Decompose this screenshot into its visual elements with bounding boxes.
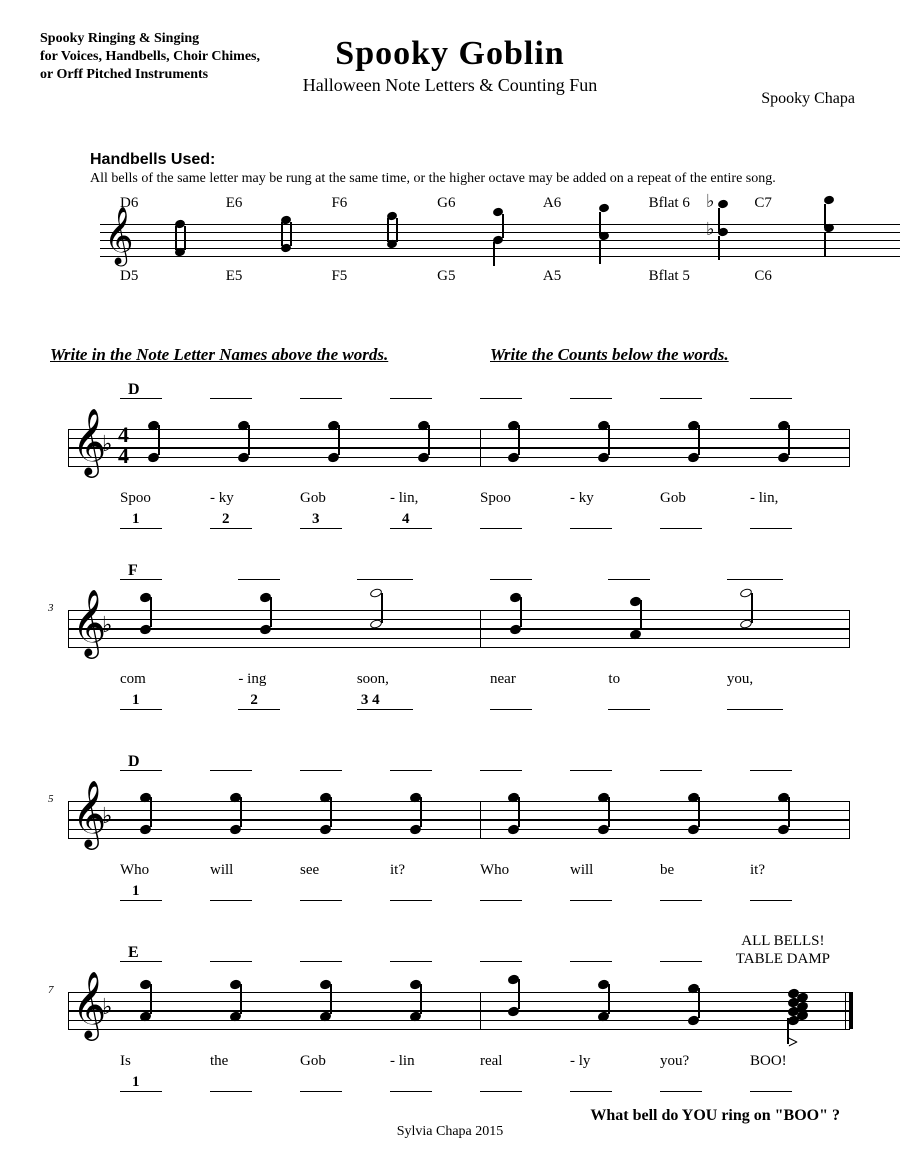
lyrics-row: Is the Gob - lin real - ly you? BOO! — [120, 1053, 860, 1070]
counts-row[interactable]: 1 — [120, 1076, 860, 1097]
music-system-4: ALL BELLS!TABLE DAMP E 7 𝄞 ♭ — [40, 948, 860, 1097]
music-system-3: D 5 𝄞 ♭ Who will see it? Who will be it? — [40, 757, 860, 906]
lyrics-row: com - ing soon, near to you, — [120, 671, 860, 688]
measure-number: 3 — [48, 602, 54, 614]
worksheet-question: What bell do YOU ring on "BOO" ? — [40, 1107, 840, 1125]
letter-blanks-row[interactable]: D — [120, 757, 860, 779]
counts-row[interactable]: 1 — [120, 885, 860, 906]
composer-name: Spooky Chapa — [761, 90, 855, 108]
copyright-footer: Sylvia Chapa 2015 — [0, 1124, 900, 1140]
handbells-staff: 𝄞 — [100, 216, 900, 266]
accent-mark: > — [788, 1032, 798, 1053]
staff: 𝄞 ♭ 44 — [40, 411, 860, 486]
key-signature: ♭ — [102, 996, 112, 1018]
worksheet-instructions: Write in the Note Letter Names above the… — [50, 345, 860, 365]
header-description: Spooky Ringing & Singing for Voices, Han… — [40, 30, 260, 85]
letter-blanks-row[interactable]: E — [120, 948, 860, 970]
handbells-instruction: All bells of the same letter may be rung… — [90, 171, 860, 187]
staff: 5 𝄞 ♭ — [40, 783, 860, 858]
letter-blanks-row[interactable]: D — [120, 385, 860, 407]
handbells-section: Handbells Used: All bells of the same le… — [90, 151, 860, 285]
measure-number: 7 — [48, 984, 54, 996]
handbells-heading: Handbells Used: — [90, 151, 860, 169]
music-system-1: D 𝄞 ♭ 44 Spoo - ky Gob - lin, Spoo - — [40, 385, 860, 534]
treble-clef-icon: 𝄞 — [104, 210, 134, 260]
music-system-2: F 3 𝄞 ♭ com - ing soon, near to you, 1 2… — [40, 566, 860, 715]
counts-row[interactable]: 1 2 3 4 — [120, 694, 860, 715]
letter-blanks-row[interactable]: F — [120, 566, 860, 588]
bells-bottom-labels: D5 E5 F5 G5 A5 Bflat 5 C6 — [120, 268, 860, 285]
counts-row[interactable]: 1 2 3 4 — [120, 513, 860, 534]
lyrics-row: Spoo - ky Gob - lin, Spoo - ky Gob - lin… — [120, 490, 860, 507]
key-signature: ♭ — [102, 805, 112, 827]
staff: 3 𝄞 ♭ — [40, 592, 860, 667]
time-signature: 44 — [118, 425, 129, 467]
key-signature: ♭ — [102, 433, 112, 455]
lyrics-row: Who will see it? Who will be it? — [120, 862, 860, 879]
key-signature: ♭ — [102, 614, 112, 636]
measure-number: 5 — [48, 793, 54, 805]
staff: 7 𝄞 ♭ > — [40, 974, 860, 1049]
bells-top-labels: D6 E6 F6 G6 A6 Bflat 6 C7 — [120, 195, 860, 212]
